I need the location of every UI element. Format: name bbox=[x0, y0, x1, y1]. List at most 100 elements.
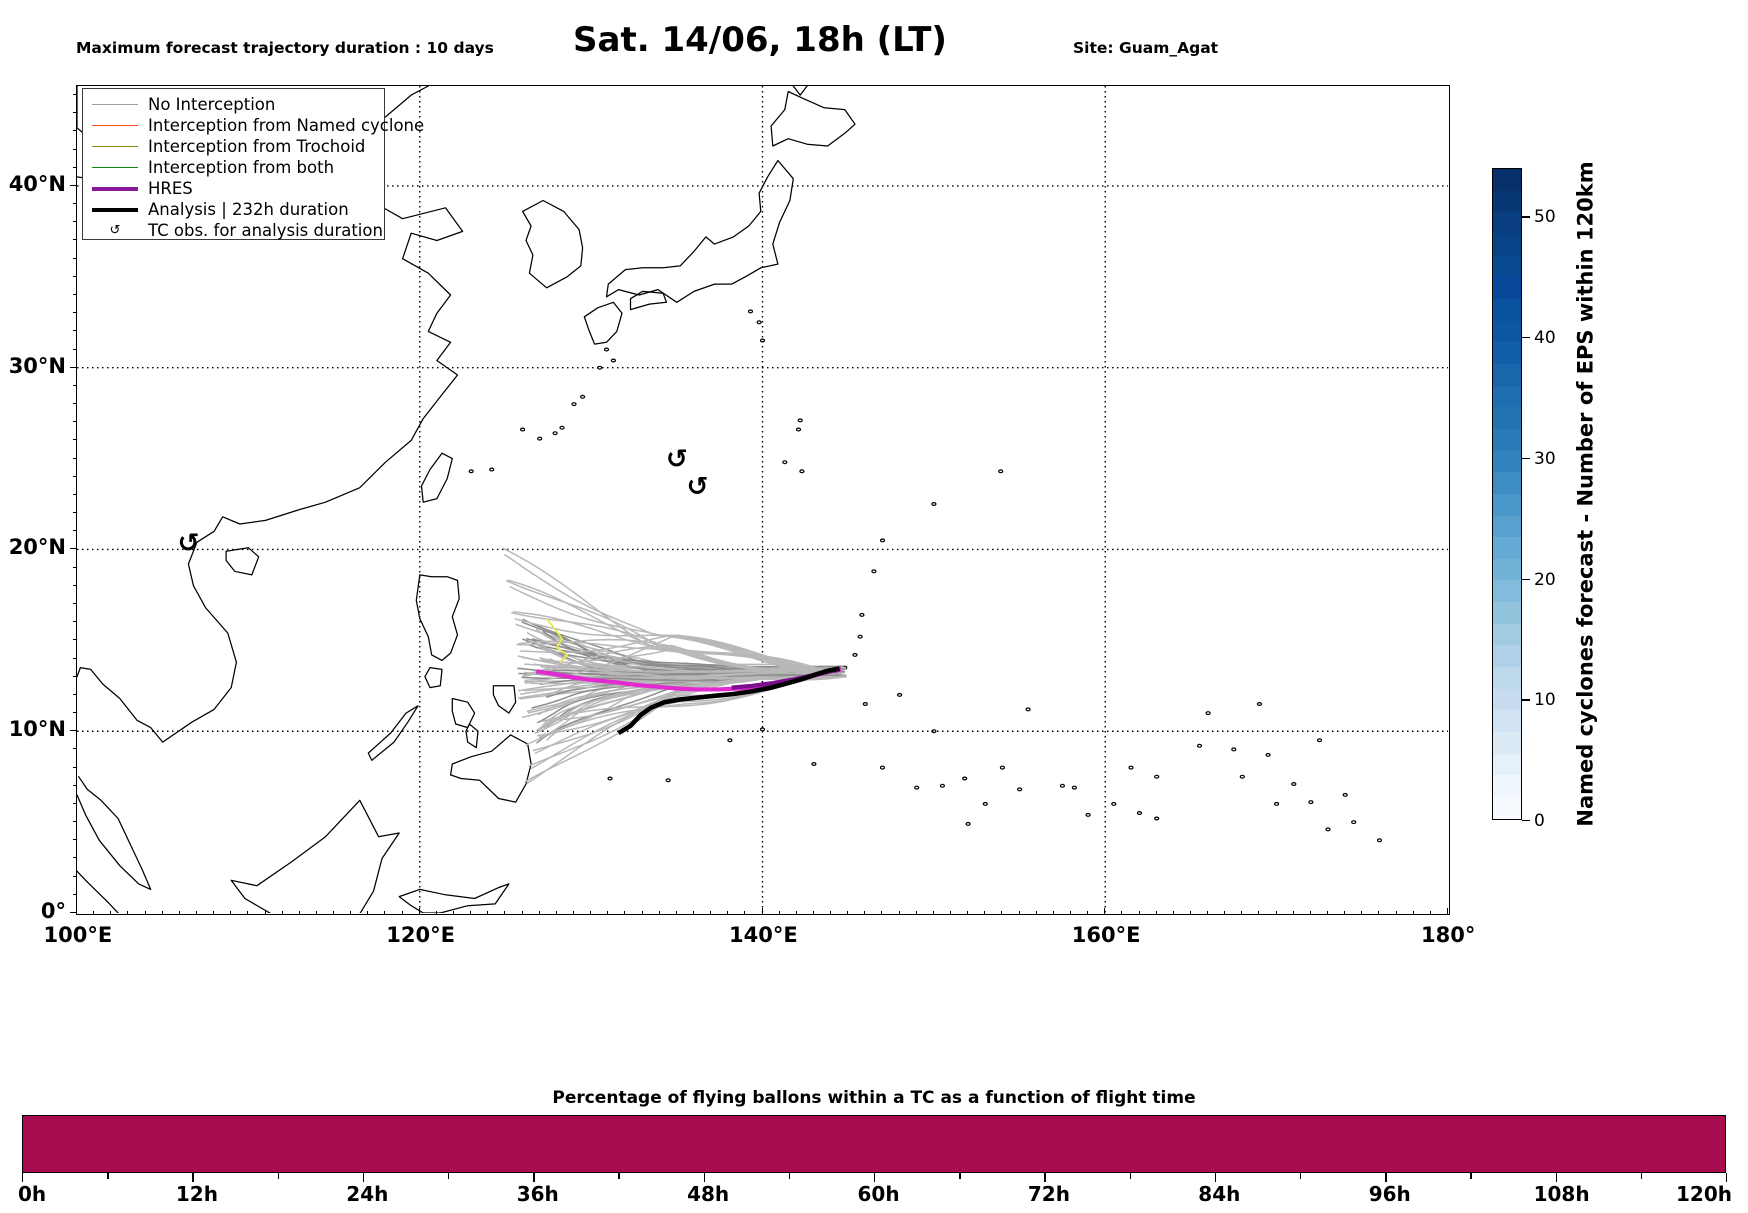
special-trajectory-layer bbox=[535, 617, 842, 736]
colorbar-tick-label: 10 bbox=[1534, 690, 1556, 711]
map-lon-label-180: 180° bbox=[1421, 923, 1476, 947]
colorbar-segment bbox=[1493, 732, 1521, 754]
bottom-tick-label-60: 60h bbox=[857, 1182, 900, 1206]
legend-line-swatch bbox=[92, 207, 138, 212]
map-lon-label-100: 100°E bbox=[43, 923, 113, 947]
legend-line-swatch bbox=[92, 125, 138, 126]
legend-item-6[interactable]: ↺ TC obs. for analysis duration bbox=[90, 220, 383, 241]
legend-item-5[interactable]: Analysis | 232h duration bbox=[90, 199, 377, 220]
legend-item-1[interactable]: Interception from Named cyclone bbox=[90, 115, 424, 136]
colorbar-title: Named cyclones forecast - Number of EPS … bbox=[1566, 161, 1606, 826]
map-lat-label-0: 0° bbox=[40, 899, 66, 923]
legend-line-swatch bbox=[92, 167, 138, 168]
colorbar-tick-label: 30 bbox=[1534, 448, 1556, 469]
colorbar bbox=[1492, 168, 1522, 820]
colorbar-segment bbox=[1493, 558, 1521, 581]
bottom-chart-title: Percentage of flying ballons within a TC… bbox=[552, 1088, 1196, 1108]
map-lat-label-40: 40°N bbox=[8, 171, 66, 196]
legend-item-label: Analysis | 232h duration bbox=[148, 200, 349, 219]
colorbar-tickmark bbox=[1522, 457, 1530, 460]
bottom-tick-label-120: 120h bbox=[1676, 1182, 1732, 1206]
map-lon-label-140: 140°E bbox=[729, 923, 798, 947]
map-lon-label-120: 120°E bbox=[386, 923, 455, 947]
colorbar-segment bbox=[1493, 580, 1521, 603]
legend-line-swatch bbox=[92, 146, 138, 147]
colorbar-segment bbox=[1493, 255, 1521, 278]
tc-observation-icon: ↺ bbox=[666, 445, 688, 475]
colorbar-tick-label: 50 bbox=[1534, 207, 1556, 228]
colorbar-segment bbox=[1493, 320, 1521, 343]
colorbar-segment bbox=[1493, 298, 1521, 321]
colorbar-segment bbox=[1493, 212, 1521, 234]
legend-item-label: Interception from Trochoid bbox=[148, 137, 366, 156]
legend-item-4[interactable]: HRES bbox=[90, 178, 377, 199]
map-lat-label-20: 20°N bbox=[8, 535, 66, 560]
legend-item-label: Interception from Named cyclone bbox=[148, 116, 425, 135]
legend-item-label: Interception from both bbox=[148, 158, 335, 177]
header-site: Site: Guam_Agat bbox=[1073, 39, 1219, 57]
page-title: Sat. 14/06, 18h (LT) bbox=[573, 20, 947, 60]
tc-observation-icon: ↺ bbox=[109, 223, 121, 238]
colorbar-segment bbox=[1493, 710, 1521, 733]
colorbar-segment bbox=[1493, 277, 1521, 299]
colorbar-segment bbox=[1493, 472, 1521, 494]
colorbar-tickmark bbox=[1522, 578, 1530, 580]
colorbar-segment bbox=[1493, 190, 1521, 213]
colorbar-tickmark bbox=[1522, 699, 1530, 701]
colorbar-segment bbox=[1493, 623, 1521, 646]
bottom-axis-tickmarks bbox=[22, 1173, 1728, 1183]
colorbar-segment bbox=[1493, 775, 1521, 798]
legend-line-swatch bbox=[92, 104, 138, 105]
tc-observation-layer: ↺↺↺ bbox=[177, 445, 708, 559]
bottom-tick-label-96: 96h bbox=[1368, 1182, 1411, 1206]
colorbar-segment bbox=[1493, 363, 1521, 386]
colorbar-segment bbox=[1493, 753, 1521, 776]
map-lon-label-160: 160°E bbox=[1071, 923, 1141, 947]
bottom-tick-label-72: 72h bbox=[1027, 1182, 1070, 1206]
legend-item-0[interactable]: No Interception bbox=[90, 94, 377, 115]
legend-item-2[interactable]: Interception from Trochoid bbox=[90, 136, 377, 157]
legend-item-label: TC obs. for analysis duration bbox=[148, 221, 383, 240]
colorbar-segment bbox=[1493, 493, 1521, 516]
map-legend: No Interception Interception from Named c… bbox=[82, 88, 424, 241]
map-lat-tickmarks bbox=[68, 85, 77, 915]
colorbar-segment bbox=[1493, 233, 1521, 256]
colorbar-tickmark bbox=[1522, 337, 1530, 339]
colorbar-tickmark bbox=[1522, 216, 1530, 218]
colorbar-segment bbox=[1493, 688, 1521, 711]
legend-item-label: No Interception bbox=[148, 95, 276, 114]
colorbar-segment bbox=[1493, 667, 1521, 689]
colorbar-segment bbox=[1493, 515, 1521, 538]
colorbar-segment bbox=[1493, 407, 1521, 429]
colorbar-tick-label: 20 bbox=[1534, 569, 1556, 590]
bottom-tick-label-36: 36h bbox=[516, 1182, 559, 1206]
colorbar-segment bbox=[1493, 385, 1521, 408]
colorbar-segment bbox=[1493, 602, 1521, 624]
colorbar-tick-label: 0 bbox=[1534, 811, 1545, 831]
colorbar-tick-label: 40 bbox=[1534, 328, 1556, 349]
bottom-tick-label-12: 12h bbox=[175, 1182, 218, 1206]
colorbar-tickmark bbox=[1522, 820, 1530, 822]
legend-item-label: HRES bbox=[148, 179, 193, 198]
bottom-tick-label-48: 48h bbox=[687, 1182, 730, 1206]
colorbar-segment bbox=[1493, 169, 1521, 191]
gridline-layer bbox=[77, 86, 1448, 913]
map-lon-tickmarks bbox=[76, 906, 1450, 915]
colorbar-segment bbox=[1493, 428, 1521, 451]
colorbar-segment bbox=[1493, 342, 1521, 364]
ensemble-trajectory-layer bbox=[502, 547, 847, 785]
colorbar-ticks: 0 10 20 30 40 50 bbox=[1522, 168, 1582, 831]
map-canvas: ↺↺↺ bbox=[77, 86, 1448, 913]
map-lat-label-30: 30°N bbox=[8, 353, 66, 378]
colorbar-segment bbox=[1493, 797, 1521, 819]
colorbar-segment bbox=[1493, 645, 1521, 668]
tc-observation-icon: ↺ bbox=[686, 472, 708, 502]
legend-item-3[interactable]: Interception from both bbox=[90, 157, 377, 178]
map-lat-label-10: 10°N bbox=[8, 717, 66, 742]
legend-line-swatch bbox=[92, 186, 138, 191]
header-left-line-1: Maximum forecast trajectory duration : 1… bbox=[76, 39, 494, 57]
colorbar-segment bbox=[1493, 537, 1521, 559]
colorbar-title-text: Named cyclones forecast - Number of EPS … bbox=[1574, 161, 1598, 827]
bottom-tick-label-84: 84h bbox=[1198, 1182, 1241, 1206]
bottom-tick-label-24: 24h bbox=[346, 1182, 389, 1206]
